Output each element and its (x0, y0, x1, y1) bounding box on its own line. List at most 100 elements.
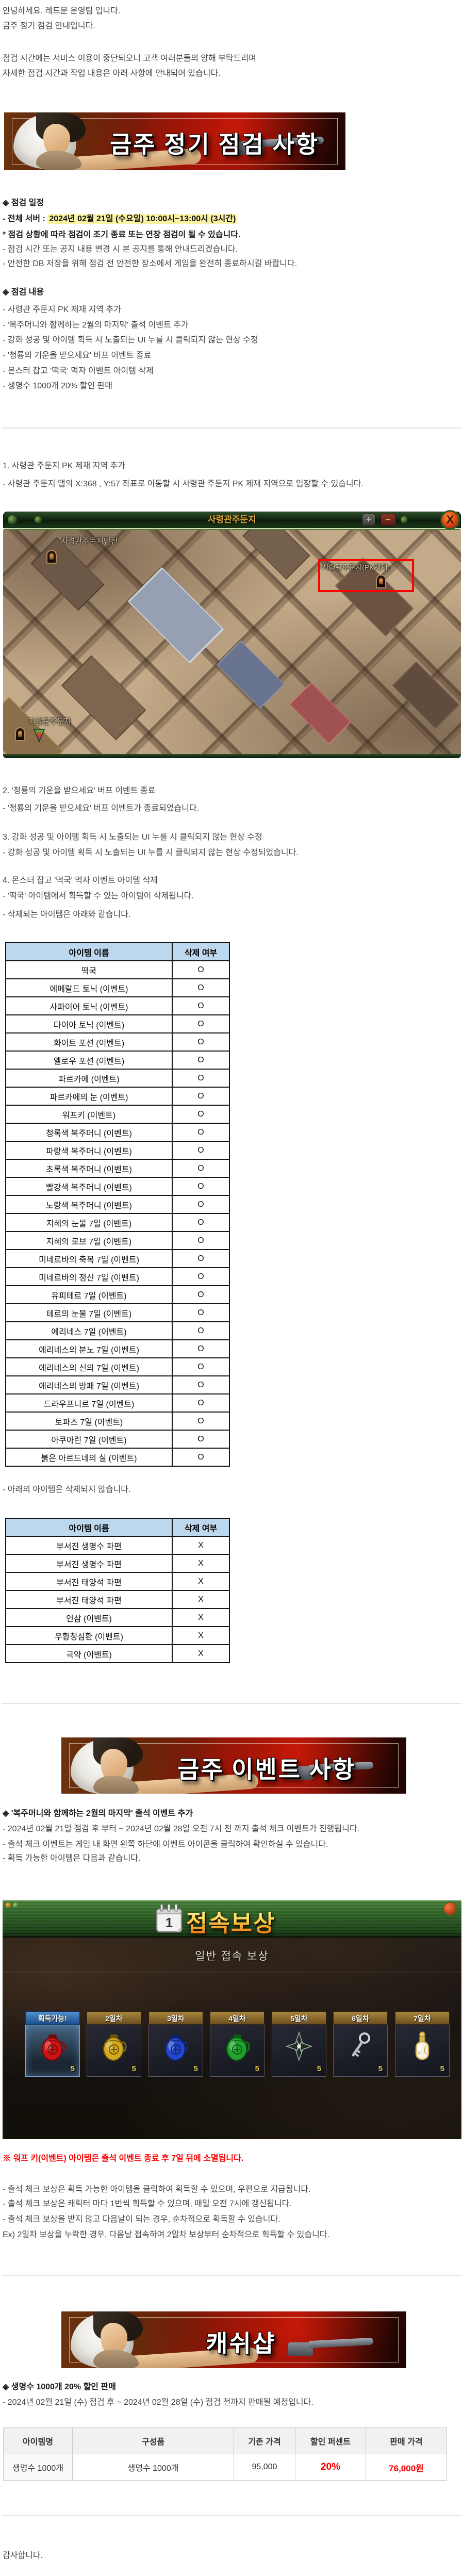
section4-desc: - '떡국' 아이템에서 획득할 수 있는 아이템이 삭제됩니다. (3, 892, 194, 900)
calendar-icon: 1 (156, 1904, 183, 1933)
green-pouch-icon (226, 2034, 250, 2061)
reward-card-label: 6일차 (333, 2011, 388, 2025)
item-status-cell: X (172, 1626, 230, 1645)
delete-items-table: 아이템 이름 삭제 여부 떡국 O 에메랄드 토닉 (이벤트) O 사파이어 토… (5, 942, 230, 1467)
table-row: 토파즈 7일 (이벤트) O (5, 1412, 230, 1431)
item-status-cell: O (172, 1357, 230, 1376)
item-name-cell: 노랑색 복주머니 (이벤트) (5, 1195, 173, 1214)
item-status-cell: O (172, 1321, 230, 1340)
table-row: 에리네스의 방패 7일 (이벤트) O (5, 1375, 230, 1394)
table-header-row: 아이템 이름 삭제 여부 (5, 1518, 230, 1537)
map-block (289, 682, 352, 745)
item-status-cell: O (172, 1087, 230, 1106)
item-status-cell: O (172, 1195, 230, 1214)
item-name-cell: 토파즈 7일 (이벤트) (5, 1412, 173, 1431)
table-row: 빨강색 복주머니 (이벤트) O (5, 1177, 230, 1196)
item-status-cell: X (172, 1608, 230, 1627)
price-row: 생명수 1000개 생명수 1000개 95,000 20% 76,000원 (3, 2454, 447, 2481)
section-divider (2, 428, 461, 429)
schedule-note: - 안전한 DB 저장을 위해 점검 전 안전한 장소에서 게임을 완전히 종료… (3, 259, 297, 268)
map-block (392, 661, 460, 729)
table-row: 노랑색 복주머니 (이벤트) O (5, 1195, 230, 1214)
item-name-cell: 빨강색 복주머니 (이벤트) (5, 1177, 173, 1196)
price-table: 아이템명 구성품 기존 가격 할인 퍼센트 판매 가격 생명수 1000개 생명… (3, 2427, 447, 2481)
gate-icon (46, 550, 57, 564)
price-item-cell: 생명수 1000개 (3, 2454, 73, 2481)
table-row: 떡국 O (5, 960, 230, 979)
reward-card-label: 5일차 (272, 2011, 326, 2025)
map-body: 사령관주둔지던전 사령관주둔지(PK제재) 지상군주둔지 (3, 530, 461, 754)
attendance-title: 접속보상 (186, 1905, 276, 1938)
item-status-cell: O (172, 1123, 230, 1142)
column-header-sale-price: 판매 가격 (366, 2427, 447, 2454)
item-status-cell: O (172, 1303, 230, 1322)
reward-card-body: 5 (25, 2025, 80, 2077)
column-header-status: 삭제 여부 (172, 1518, 230, 1537)
column-header-item: 아이템명 (3, 2427, 73, 2454)
table-row: 붉은 아르드네의 실 (이벤트) O (5, 1448, 230, 1467)
closing-line: 감사합니다. (3, 2551, 43, 2560)
titlebar-ornament-icon (35, 516, 42, 523)
pk-area-highlight-box: 사령관주둔지(PK제재) (318, 559, 414, 592)
contents-heading: ◈ 점검 내용 (3, 288, 44, 297)
item-name-cell: 드라우프니르 7일 (이벤트) (5, 1393, 173, 1413)
zoom-out-button: − (381, 514, 396, 526)
item-name-cell: 에메랄드 토닉 (이벤트) (5, 978, 173, 997)
map-block (217, 641, 285, 709)
item-status-cell: O (172, 1339, 230, 1358)
item-status-cell: O (172, 978, 230, 997)
schedule-server-label: - 전체 서버 : (3, 215, 48, 223)
event-heading: ◈ '복주머니와 함께하는 2월의 마지막' 출석 이벤트 추가 (3, 1809, 193, 1818)
map-bottom-frame (3, 754, 461, 758)
item-name-cell: 옐로우 포션 (이벤트) (5, 1051, 173, 1070)
yellow-pouch-icon (103, 2034, 127, 2061)
contents-item: - '복주머니와 함께하는 2월의 마지막' 출석 이벤트 추가 (3, 320, 189, 330)
section2-desc: - '청룡의 기운을 받으세요' 버프 이벤트가 종료되었습니다. (3, 804, 200, 813)
table-row: 에리네스의 신의 7일 (이벤트) O (5, 1357, 230, 1376)
map-title: 사령관주둔지 (208, 515, 256, 524)
reward-card-label: 획득가능! (25, 2011, 80, 2025)
item-status-cell: O (172, 1051, 230, 1070)
item-status-cell: O (172, 1267, 230, 1286)
section1-desc: - 사령관 주둔지 맵의 X:368 , Y:57 좌표로 이동할 시 사령관 … (3, 480, 363, 488)
section-divider (2, 2515, 461, 2516)
titlebar-ornament-icon (8, 515, 17, 524)
table-row: 사파이어 토닉 (이벤트) O (5, 996, 230, 1015)
item-status-cell: O (172, 1213, 230, 1232)
table-row: 아쿠아린 7일 (이벤트) O (5, 1430, 230, 1449)
event-note: - 출석 체크 보상은 캐릭터 마다 1번씩 획득할 수 있으며, 매일 오전 … (3, 2200, 292, 2208)
warp-key-warning: ※ 워프 키(이벤트) 아이템은 출석 이벤트 종료 후 7일 뒤에 소멸됩니다… (3, 2154, 244, 2163)
contents-item: - 사령관 주둔지 PK 제재 지역 추가 (3, 305, 121, 314)
attendance-reward-screenshot: 1 접속보상 일반 접속 보상 획득가능! (3, 1900, 461, 2139)
item-name-cell: 에리네스의 분노 7일 (이벤트) (5, 1339, 173, 1358)
dark-orb-icon (286, 2031, 312, 2062)
table-row: 부서진 생명수 파편 X (5, 1554, 230, 1573)
table-row: 파랑색 복주머니 (이벤트) O (5, 1141, 230, 1160)
reward-count: 5 (70, 2064, 75, 2073)
table-header-row: 아이템 이름 삭제 여부 (5, 942, 230, 961)
table-row: 극약 (이벤트) X (5, 1644, 230, 1663)
column-header-base-price: 기존 가격 (234, 2427, 295, 2454)
reward-card-day2: 2일차 5 (87, 2011, 141, 2077)
kept-items-table: 아이템 이름 삭제 여부 부서진 생명수 파편 X 부서진 생명수 파편 X 부… (5, 1518, 230, 1663)
event-line: - 2024년 02월 21일 점검 후 부터 ~ 2024년 02월 28일 … (3, 1825, 360, 1833)
corner-ornament-icon (13, 1902, 18, 1908)
item-name-cell: 초록색 복주머니 (이벤트) (5, 1159, 173, 1178)
item-name-cell: 에리네스 7일 (이벤트) (5, 1321, 173, 1340)
section-divider (2, 1703, 461, 1704)
reward-card-day6: 6일차 5 (333, 2011, 388, 2077)
map-label-pk: 사령관주둔지(PK제재) (322, 563, 390, 571)
item-status-cell: O (172, 1448, 230, 1467)
map-plaza (127, 567, 224, 664)
item-status-cell: O (172, 1069, 230, 1088)
item-status-cell: O (172, 996, 230, 1015)
table-row: 미네르바의 축복 7일 (이벤트) O (5, 1249, 230, 1268)
bottle-icon (415, 2031, 429, 2060)
item-name-cell: 워프키 (이벤트) (5, 1105, 173, 1124)
schedule-server-line: - 전체 서버 : 2024년 02월 21일 (수요일) 10:00시~13:… (3, 214, 238, 224)
price-sale-cell: 76,000원 (366, 2454, 447, 2481)
intro-line: 안녕하세요. 레드문 운영팀 입니다. (3, 7, 121, 15)
reward-card-day5: 5일차 5 (272, 2011, 326, 2077)
item-status-cell: O (172, 1375, 230, 1394)
